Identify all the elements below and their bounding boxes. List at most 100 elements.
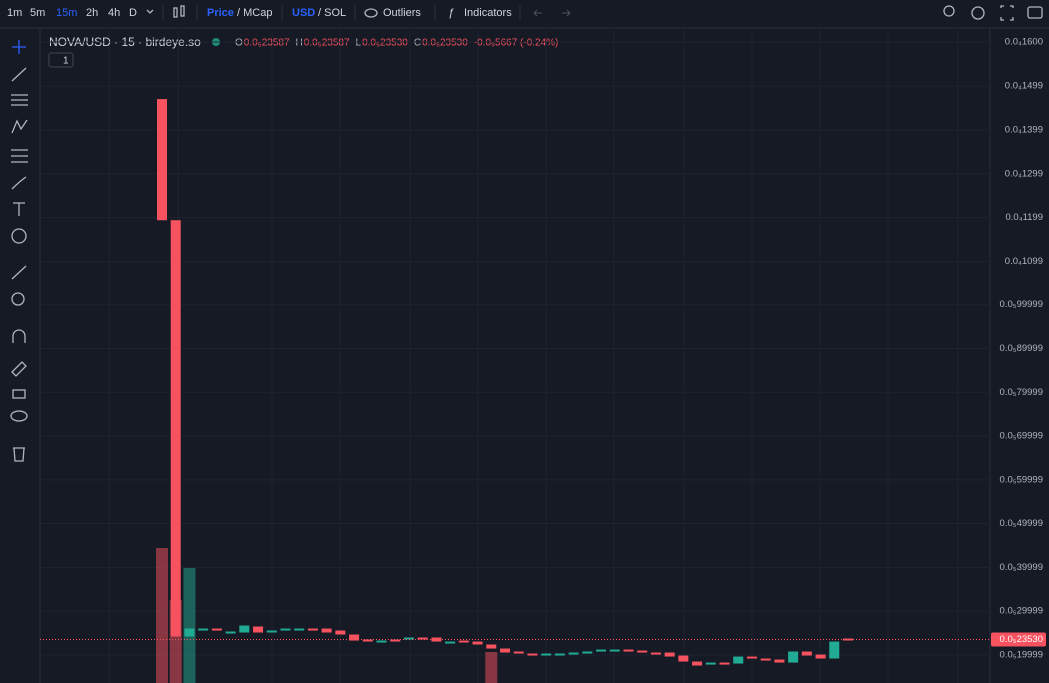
ohlc-key: H — [296, 38, 303, 49]
volume-bar — [485, 652, 498, 683]
drawing-tools[interactable] — [10, 40, 28, 462]
candle-body — [376, 640, 387, 643]
usd-toggle[interactable]: USD — [292, 7, 315, 19]
candle-body — [774, 659, 785, 663]
candle-body — [637, 650, 648, 653]
candle-body — [623, 649, 634, 652]
candle-body — [760, 658, 771, 661]
candle-body — [568, 652, 579, 655]
candle-body — [445, 641, 456, 644]
indicators-button[interactable]: Indicators — [464, 7, 512, 19]
y-tick-label: 0.0₅69999 — [1000, 431, 1043, 442]
candle-body — [829, 641, 840, 659]
interval-button[interactable]: D — [129, 7, 137, 19]
badge[interactable]: 1 — [63, 56, 69, 67]
volume-bar — [183, 568, 196, 683]
candle-body — [733, 656, 744, 664]
interval-button[interactable]: 2h — [86, 7, 98, 19]
candle-body — [746, 656, 757, 659]
candle-body — [239, 625, 250, 633]
y-tick-label: 0.0₅39999 — [1000, 562, 1043, 573]
ohlc-value: 0.0₅23587 — [244, 38, 290, 49]
candle-body — [609, 649, 620, 652]
candle-body — [390, 639, 401, 642]
undo-button[interactable] — [533, 9, 542, 17]
y-tick-label: 0.0₄1199 — [1005, 212, 1043, 223]
ohlc-legend: O 0.0₅23587 H 0.0₅23587 L 0.0₅23530 C 0.0₅23530 — [235, 38, 468, 49]
eye-icon — [364, 8, 378, 18]
y-tick-label: 0.0₅89999 — [1000, 343, 1043, 354]
candle-body — [527, 653, 538, 656]
y-tick-label: 0.0₄1099 — [1005, 256, 1043, 267]
candle-body — [403, 637, 414, 640]
candle-body — [335, 630, 346, 635]
y-tick-label: 0.0₅29999 — [1000, 606, 1043, 617]
candle-body — [157, 99, 167, 221]
candle-type-icon[interactable] — [173, 5, 185, 18]
y-tick-label: 0.0₅19999 — [1000, 649, 1043, 660]
mcap-toggle[interactable]: / MCap — [237, 7, 272, 19]
search-button[interactable] — [943, 5, 955, 17]
candle-body — [801, 651, 812, 656]
outliers-button[interactable]: Outliers — [383, 7, 421, 19]
volume-bar — [156, 548, 168, 683]
y-tick-label: 0.0₄1299 — [1005, 168, 1043, 179]
change-label: -0.0₉5667 (-0.24%) — [474, 38, 559, 49]
candle-body — [541, 653, 552, 656]
redo-button[interactable] — [562, 9, 571, 17]
ohlc-value: 0.0₅23530 — [422, 38, 468, 49]
candle-body — [211, 628, 222, 631]
last-price-label: 0.0₅23530 — [1000, 634, 1043, 645]
candle-body — [554, 653, 565, 656]
candle-body — [678, 655, 689, 662]
screenshot-button[interactable] — [1027, 6, 1043, 19]
y-tick-label: 0.0₅99999 — [1000, 299, 1043, 310]
candle-body — [280, 628, 291, 631]
y-tick-label: 0.0₅79999 — [1000, 387, 1043, 398]
y-tick-label: 0.0₅59999 — [1000, 474, 1043, 485]
candle-body — [307, 628, 318, 631]
y-tick-label: 0.0₄1600 — [1005, 37, 1043, 48]
candle-body — [596, 649, 607, 652]
candle-body — [500, 648, 510, 653]
fx-icon: ƒ — [448, 7, 454, 19]
candle-body — [650, 652, 661, 655]
plot-area — [40, 41, 990, 683]
sol-toggle[interactable]: / SOL — [318, 7, 346, 19]
y-tick-label: 0.0₄1399 — [1005, 125, 1043, 136]
candle-body — [815, 654, 826, 659]
candle-body — [705, 662, 716, 665]
candle-body — [582, 651, 593, 654]
interval-button[interactable]: 1m — [7, 7, 22, 19]
interval-button[interactable]: 5m — [30, 7, 45, 19]
candle-body — [692, 661, 703, 666]
price-toggle[interactable]: Price — [207, 7, 234, 19]
candle-body — [362, 639, 373, 642]
candle-body — [266, 630, 277, 633]
candle-body — [294, 628, 305, 631]
candle-body — [788, 651, 799, 663]
candle-body — [458, 640, 469, 643]
interval-button-active[interactable]: 15m — [56, 7, 77, 19]
candle-body — [184, 628, 195, 637]
candle-body — [349, 634, 360, 641]
y-tick-label: 0.0₄1499 — [1005, 81, 1043, 92]
ohlc-key: L — [356, 38, 362, 49]
candle-body — [198, 628, 209, 631]
vertical-grid — [108, 28, 959, 683]
y-tick-label: 0.0₅49999 — [1000, 518, 1043, 529]
interval-dropdown[interactable] — [146, 9, 154, 14]
candle-body — [513, 651, 524, 654]
interval-button[interactable]: 4h — [108, 7, 120, 19]
candle-body — [486, 644, 497, 649]
candle-body — [253, 626, 264, 633]
fullscreen-button[interactable] — [1000, 5, 1014, 21]
candle-body — [472, 641, 483, 645]
settings-button[interactable] — [971, 6, 985, 20]
candle-body — [321, 628, 332, 633]
badge-box[interactable] — [48, 52, 74, 68]
candle-body — [719, 662, 730, 665]
last-price-tag — [991, 632, 1046, 647]
